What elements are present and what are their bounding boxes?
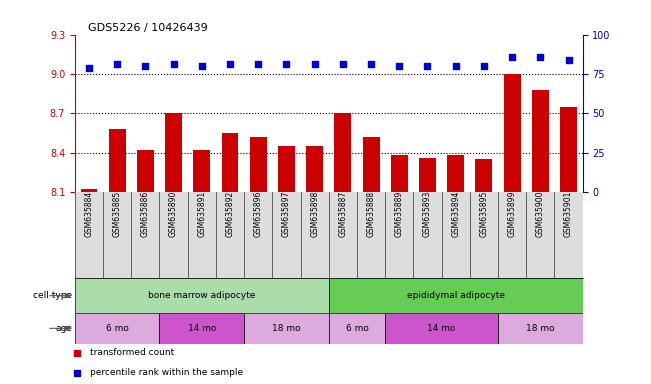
Point (338, 61, 348, 68)
Point (253, 61, 264, 68)
Point (478, 63, 489, 69)
Text: bone marrow adipocyte: bone marrow adipocyte (148, 291, 255, 300)
Bar (329, 313, 385, 344)
Bar (532, 90, 549, 192)
Bar (193, 150, 210, 192)
Bar (278, 146, 295, 192)
Text: 18 mo: 18 mo (272, 324, 301, 333)
Text: 18 mo: 18 mo (526, 324, 555, 333)
Point (535, 53, 546, 60)
Text: 6 mo: 6 mo (346, 324, 368, 333)
Point (84, 65, 94, 71)
Bar (363, 137, 380, 192)
Bar (385, 313, 498, 344)
Text: epididymal adipocyte: epididymal adipocyte (407, 291, 505, 300)
Bar (391, 155, 408, 192)
Bar (250, 137, 267, 192)
Point (450, 63, 461, 69)
Point (169, 61, 179, 68)
Bar (306, 146, 323, 192)
Bar (504, 74, 521, 192)
Point (309, 61, 320, 68)
Point (140, 63, 150, 69)
Point (112, 61, 122, 68)
Bar (560, 107, 577, 192)
Bar (475, 159, 492, 192)
Text: GDS5226 / 10426439: GDS5226 / 10426439 (88, 23, 208, 33)
Point (422, 63, 433, 69)
Bar (498, 313, 583, 344)
Bar (165, 113, 182, 192)
Bar (137, 150, 154, 192)
Bar (335, 113, 352, 192)
Bar (159, 313, 244, 344)
Text: cell type: cell type (33, 291, 72, 300)
Text: percentile rank within the sample: percentile rank within the sample (90, 368, 243, 377)
Bar (75, 313, 159, 344)
Bar (447, 155, 464, 192)
Point (563, 57, 574, 63)
Text: 14 mo: 14 mo (427, 324, 456, 333)
Point (394, 63, 404, 69)
Text: transformed count: transformed count (90, 348, 174, 357)
Point (281, 61, 292, 68)
Bar (109, 129, 126, 192)
Point (197, 63, 207, 69)
Bar (329, 278, 583, 313)
Text: 14 mo: 14 mo (187, 324, 216, 333)
Point (225, 61, 235, 68)
Point (507, 53, 518, 60)
Bar (244, 313, 329, 344)
Point (366, 61, 376, 68)
Text: 6 mo: 6 mo (105, 324, 129, 333)
Bar (75, 278, 329, 313)
Bar (419, 158, 436, 192)
Bar (81, 189, 98, 192)
Bar (221, 133, 238, 192)
Text: age: age (55, 324, 72, 333)
